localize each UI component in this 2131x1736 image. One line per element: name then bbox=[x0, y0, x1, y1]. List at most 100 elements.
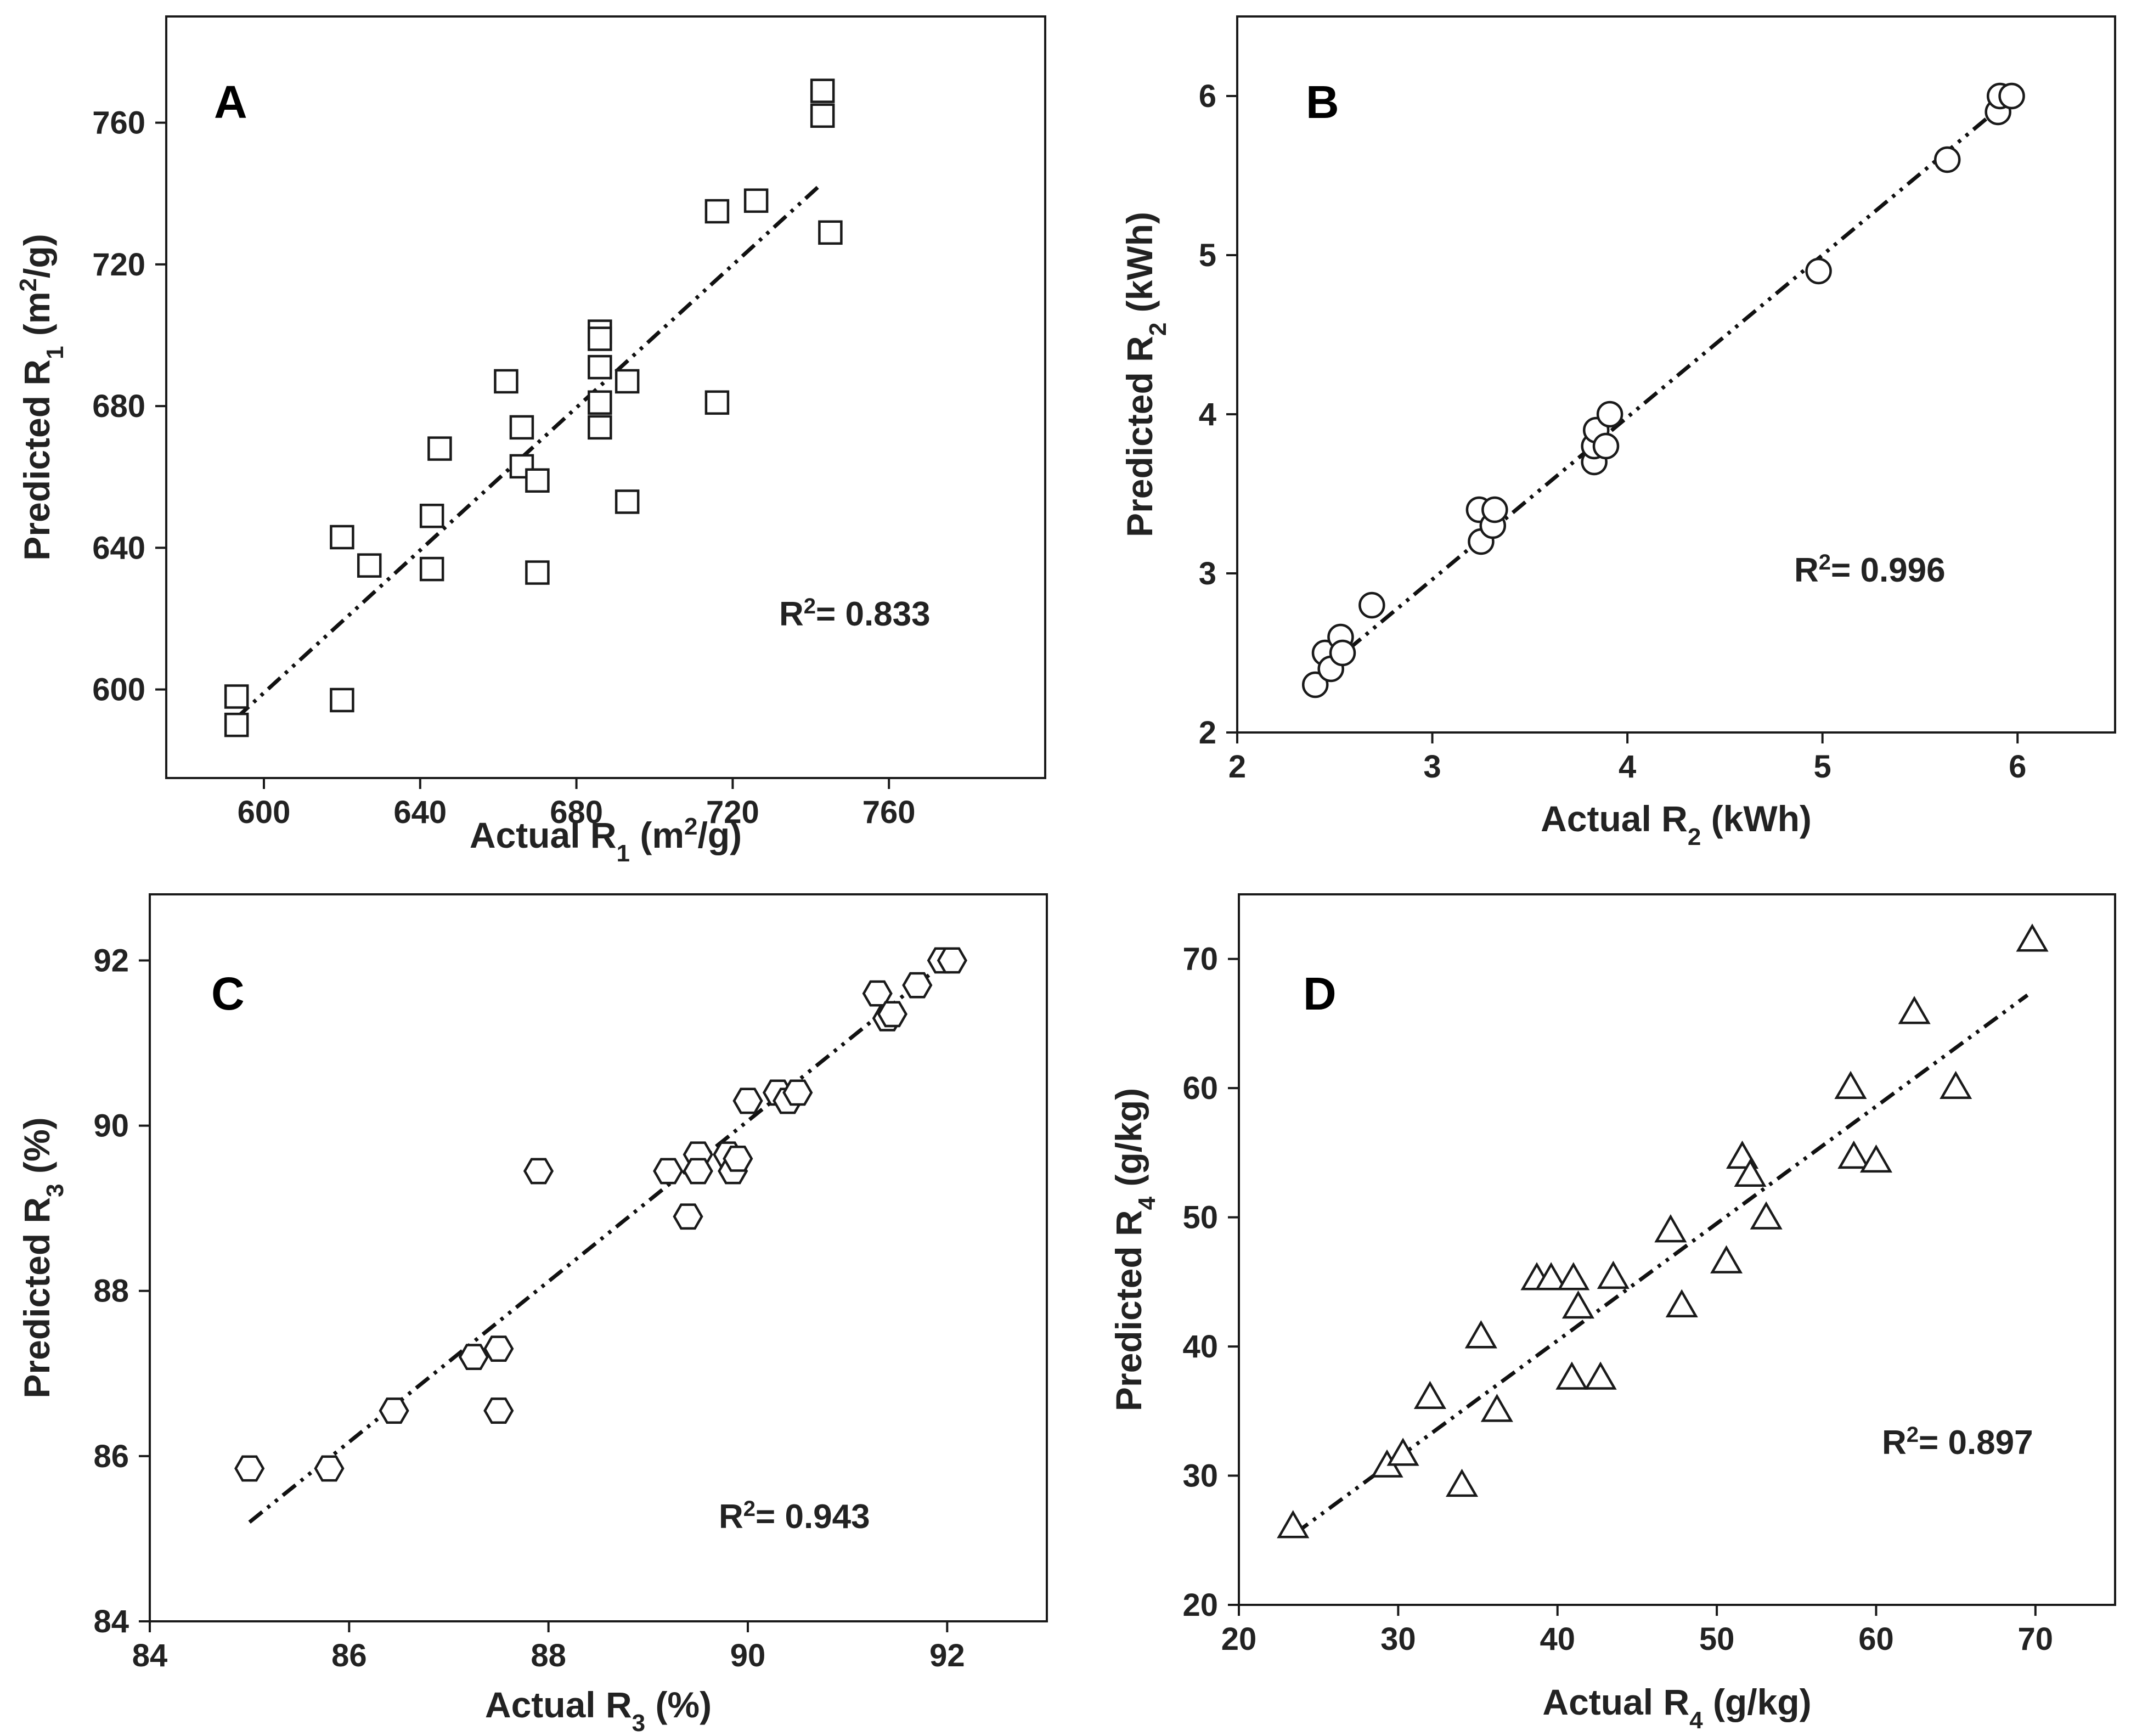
data-point bbox=[704, 390, 730, 415]
x-tick-label: 760 bbox=[862, 794, 916, 830]
data-point bbox=[330, 687, 354, 713]
data-point bbox=[458, 1344, 489, 1371]
data-point bbox=[1584, 1361, 1617, 1390]
y-tick-label: 6 bbox=[1199, 78, 1216, 114]
x-axis-label: Actual R4 (g/kg) bbox=[1542, 1682, 1811, 1734]
x-tick-label: 84 bbox=[132, 1638, 168, 1673]
data-point bbox=[1933, 146, 1961, 173]
y-tick-label: 4 bbox=[1199, 397, 1216, 432]
data-point bbox=[525, 468, 550, 493]
data-point bbox=[1535, 1262, 1568, 1290]
panel-d: 20 30 40 50 60 70 20 30 40 50 60 70 Actual R4 (g/kg)… bbox=[1108, 893, 2116, 1734]
data-point bbox=[810, 103, 835, 128]
data-point bbox=[588, 415, 612, 440]
data-point bbox=[782, 1079, 813, 1106]
data-point bbox=[615, 489, 640, 514]
data-point bbox=[1464, 1320, 1497, 1349]
plot-frame bbox=[1238, 893, 2116, 1606]
fit-line bbox=[235, 181, 824, 719]
plot-frame bbox=[149, 893, 1048, 1622]
data-point bbox=[1665, 1289, 1698, 1317]
data-point bbox=[810, 78, 835, 103]
y-tick-label: 760 bbox=[92, 105, 145, 141]
y-tick-label: 3 bbox=[1199, 556, 1216, 591]
data-point bbox=[1998, 82, 2025, 110]
data-point bbox=[1898, 996, 1931, 1024]
data-point bbox=[732, 1087, 763, 1114]
data-points bbox=[224, 78, 843, 737]
plot-frame bbox=[1236, 15, 2116, 734]
x-tick-label: 60 bbox=[1858, 1621, 1894, 1657]
data-point bbox=[1837, 1140, 1870, 1169]
data-points bbox=[1301, 82, 2025, 698]
x-tick-label: 90 bbox=[730, 1638, 766, 1673]
data-point bbox=[1386, 1438, 1419, 1466]
data-point bbox=[1480, 1394, 1513, 1422]
data-point bbox=[818, 220, 843, 245]
data-point bbox=[1859, 1144, 1892, 1173]
x-tick-label: 40 bbox=[1540, 1621, 1575, 1657]
panel-letter: B bbox=[1306, 76, 1339, 128]
y-tick-label: 40 bbox=[1182, 1329, 1218, 1365]
x-axis-label: Actual R3 (%) bbox=[485, 1684, 712, 1736]
data-point bbox=[379, 1397, 409, 1424]
data-point bbox=[723, 1145, 753, 1172]
r-squared-label: R2= 0.943 bbox=[719, 1497, 870, 1536]
r-squared-label: R2= 0.833 bbox=[779, 594, 931, 633]
data-point bbox=[494, 369, 518, 394]
data-point bbox=[1277, 1510, 1310, 1538]
x-tick-label: 680 bbox=[550, 794, 603, 830]
data-point bbox=[330, 525, 354, 550]
data-point bbox=[1734, 1158, 1767, 1187]
data-point bbox=[1446, 1468, 1479, 1497]
x-tick-label: 20 bbox=[1221, 1621, 1257, 1657]
data-point bbox=[419, 556, 444, 582]
x-tick-label: 50 bbox=[1699, 1621, 1735, 1657]
fit-line bbox=[1313, 91, 2019, 679]
x-tick-label: 4 bbox=[1619, 749, 1636, 785]
y-axis-label: Predicted R4 (g/kg) bbox=[1108, 1088, 1160, 1411]
data-point bbox=[224, 712, 249, 737]
y-tick-label: 70 bbox=[1182, 942, 1218, 977]
data-point bbox=[1557, 1262, 1590, 1290]
data-point bbox=[525, 560, 550, 585]
data-point bbox=[1301, 671, 1329, 698]
y-tick-label: 720 bbox=[92, 247, 145, 283]
y-tick-label: 86 bbox=[93, 1439, 129, 1474]
y-tick-label: 20 bbox=[1182, 1587, 1218, 1623]
y-tick-label: 600 bbox=[92, 672, 145, 708]
x-tick-label: 6 bbox=[2009, 749, 2026, 785]
y-tick-label: 88 bbox=[93, 1273, 129, 1309]
y-tick-label: 84 bbox=[93, 1604, 129, 1639]
data-point bbox=[1592, 432, 1620, 460]
r-squared-label: R2= 0.996 bbox=[1794, 550, 1946, 589]
data-point bbox=[419, 504, 444, 528]
panel-letter: D bbox=[1303, 968, 1337, 1019]
data-point bbox=[1413, 1380, 1446, 1410]
y-axis-label: Predicted R1 (m2/g) bbox=[15, 234, 69, 560]
data-point bbox=[427, 436, 452, 461]
data-point bbox=[615, 369, 640, 394]
y-tick-label: 50 bbox=[1182, 1200, 1218, 1236]
data-point bbox=[357, 553, 382, 578]
data-point bbox=[224, 684, 249, 709]
data-point bbox=[743, 188, 769, 213]
data-point bbox=[877, 1001, 907, 1028]
data-point bbox=[1329, 639, 1356, 667]
y-tick-label: 90 bbox=[93, 1108, 129, 1144]
fit-line bbox=[1293, 993, 2029, 1536]
data-point bbox=[1750, 1201, 1783, 1230]
data-points bbox=[234, 947, 967, 1482]
data-point bbox=[937, 947, 967, 974]
fit-line bbox=[248, 959, 949, 1524]
data-point bbox=[234, 1455, 265, 1482]
data-point bbox=[509, 415, 534, 440]
y-tick-label: 2 bbox=[1199, 715, 1216, 751]
data-point bbox=[1555, 1361, 1588, 1390]
data-point bbox=[1596, 401, 1623, 428]
r-squared-label: R2= 0.897 bbox=[1882, 1423, 2033, 1462]
data-point bbox=[523, 1158, 554, 1185]
panel-letter: A bbox=[214, 76, 247, 128]
data-point bbox=[588, 326, 612, 351]
